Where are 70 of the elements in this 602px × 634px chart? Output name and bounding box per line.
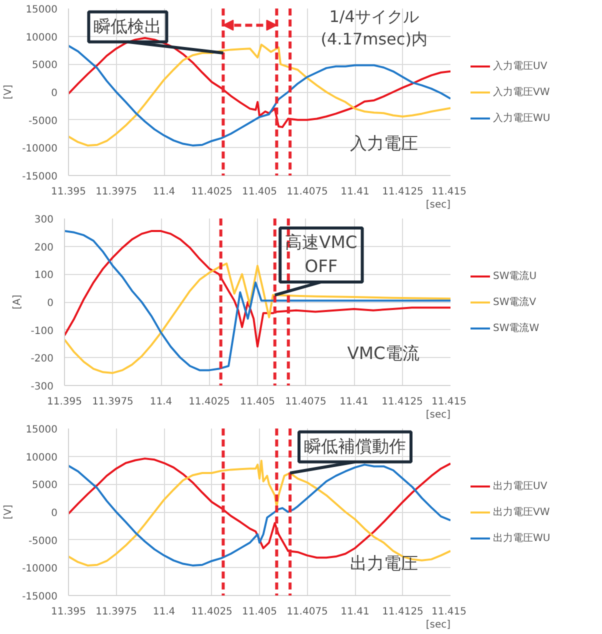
x-tick-label: 11.3975 xyxy=(96,606,137,618)
x-tick-label: 11.415 xyxy=(432,186,467,198)
x-tick-label: 11.3975 xyxy=(96,186,137,198)
y-tick-label: 200 xyxy=(34,242,54,254)
y-tick-label: -10000 xyxy=(22,564,58,575)
x-tick-label: 11.4075 xyxy=(285,396,326,408)
x-tick-label: 11.405 xyxy=(242,186,278,198)
x-tick-label: 11.4 xyxy=(152,186,176,198)
x-axis-title: [sec] xyxy=(426,410,451,420)
y-tick-label: 0 xyxy=(47,298,54,309)
x-tick-label: 11.415 xyxy=(432,606,467,618)
y-tick-label: -5000 xyxy=(28,116,58,127)
legend-label: SW電流W xyxy=(493,322,540,334)
x-tick-label: 11.4125 xyxy=(382,396,423,408)
annotation: 高速VMC OFF xyxy=(285,232,358,277)
y-tick-label: 5000 xyxy=(32,60,58,72)
y-tick-label: 15000 xyxy=(26,424,58,436)
x-tick-label: 11.41 xyxy=(340,186,370,198)
x-axis-title: [sec] xyxy=(426,620,451,630)
x-tick-label: 11.4 xyxy=(150,396,172,408)
y-axis-title: [V] xyxy=(3,84,14,100)
annotation: VMC電流 xyxy=(347,344,420,364)
y-tick-label: 10000 xyxy=(26,452,58,464)
y-tick-label: 300 xyxy=(34,214,54,226)
x-tick-label: 11.41 xyxy=(340,606,370,618)
y-tick-label: -15000 xyxy=(22,172,58,182)
legend-label: 入力電圧UV xyxy=(493,60,548,72)
y-tick-label: -10000 xyxy=(22,144,58,155)
x-tick-label: 11.41 xyxy=(340,396,368,408)
x-tick-label: 11.395 xyxy=(51,606,86,618)
annotation: 瞬低検出 xyxy=(94,16,162,37)
x-tick-label: 11.4025 xyxy=(191,186,232,198)
legend-label: 出力電圧VW xyxy=(493,506,550,518)
x-tick-label: 11.395 xyxy=(47,396,82,408)
x-tick-label: 11.3975 xyxy=(92,396,134,408)
x-tick-label: 11.4075 xyxy=(286,186,328,198)
x-tick-label: 11.4025 xyxy=(191,606,232,618)
y-tick-label: -200 xyxy=(30,354,54,365)
y-tick-label: 5000 xyxy=(32,480,58,492)
y-tick-label: 0 xyxy=(51,508,58,519)
y-tick-label: 100 xyxy=(34,270,54,282)
x-tick-label: 11.395 xyxy=(51,186,86,198)
y-tick-label: -15000 xyxy=(22,592,58,602)
x-tick-label: 11.4125 xyxy=(382,606,424,618)
annotation: 出力電圧 xyxy=(350,554,418,574)
y-tick-label: 10000 xyxy=(26,32,58,44)
y-tick-label: 15000 xyxy=(26,4,58,16)
x-tick-label: 11.415 xyxy=(432,396,467,408)
x-tick-label: 11.405 xyxy=(240,396,276,408)
x-tick-label: 11.405 xyxy=(242,606,278,618)
x-axis-title: [sec] xyxy=(426,200,451,210)
legend-label: 入力電圧WU xyxy=(493,112,550,124)
y-tick-label: -300 xyxy=(30,382,54,392)
annotation: 1/4サイクル (4.17msec)内 xyxy=(320,6,428,49)
y-tick-label: -100 xyxy=(30,326,54,337)
x-tick-label: 11.4 xyxy=(152,606,176,618)
legend-label: 入力電圧VW xyxy=(493,86,550,98)
x-tick-label: 11.4075 xyxy=(286,606,328,618)
annotation: 入力電圧 xyxy=(350,134,418,154)
legend-label: 出力電圧WU xyxy=(493,532,550,544)
legend-label: 出力電圧UV xyxy=(493,480,548,492)
y-tick-label: 0 xyxy=(51,88,58,99)
legend-label: SW電流V xyxy=(493,296,536,308)
legend-label: SW電流U xyxy=(493,270,537,282)
y-axis-title: [V] xyxy=(3,504,14,520)
x-tick-label: 11.4025 xyxy=(188,396,230,408)
y-tick-label: -5000 xyxy=(28,536,58,547)
x-tick-label: 11.4125 xyxy=(382,186,424,198)
annotation: 瞬低補償動作 xyxy=(304,436,406,457)
y-axis-title: [A] xyxy=(12,294,23,310)
